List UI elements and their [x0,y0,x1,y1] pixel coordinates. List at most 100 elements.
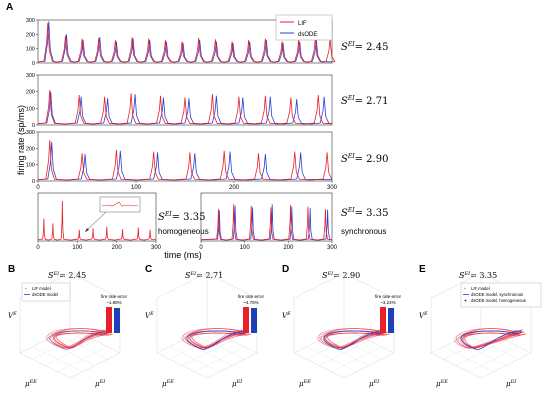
ytick-label: 100 [26,163,35,169]
dsode-trajectory [186,330,248,351]
panel-letter-a: A [6,2,13,13]
panel-letter: C [145,264,152,275]
xtick-label: 300 [151,245,162,251]
svg-text:*: * [464,287,466,292]
trace-row-3: 0 100 200 300 0 100 200 300 [26,130,338,191]
error-value: ~1.88% [106,300,121,305]
lif-trajectory [316,328,390,349]
zoom-inset [84,196,141,233]
legend-entry: LIF model [32,286,51,291]
phase-panel-d: D SEI= 2.90 μEE μEI VE fire rate error~3.24% [282,264,402,388]
xtick-label: 0 [36,245,40,251]
dsode-trajectory [49,330,111,350]
xtick-label: 100 [240,245,251,251]
panel-a-ylabel: firing rate (sp/ms) [16,105,26,175]
ytick-label: 0 [32,179,35,185]
error-value: ~4.75% [243,300,258,305]
xtick-label: 100 [72,245,83,251]
ytick-label: 0 [32,61,35,67]
series-line-lif [200,204,333,241]
legend-entry: dsODE model, synchronous [471,292,523,297]
bar-dsode [388,308,394,333]
s-label-homogeneous: SEI= 3.35 homogeneous [158,211,209,236]
svg-text:*: * [25,287,27,292]
panel-a-legend: LIF dsODE [275,14,333,41]
panel-letter: D [282,264,289,275]
grid-line [181,340,233,366]
axis-label-y: μEI [369,379,380,388]
axis-label-y: μEI [506,379,517,388]
panel-title: SEI= 2.45 [48,271,86,280]
series-line-lif [37,200,157,241]
panel-title: SEI= 2.71 [185,271,223,280]
xtick-label: 300 [327,185,338,191]
ytick-label: 100 [26,106,35,112]
axis-wall [156,272,208,299]
axis-label-y: μEI [232,379,243,388]
axis-label-x: μEE [162,379,174,388]
series-line-lif [37,140,333,181]
axis-label-z: VE [145,311,154,320]
grid-line [44,340,96,366]
bar-dsode [251,308,257,333]
error-title: fire rate error [375,294,402,299]
trace-row-homogeneous: 0 100 200 300 [36,192,162,251]
xtick-label: 300 [327,245,338,251]
error-bars: fire rate error~1.88% [101,294,128,333]
grid-line [194,346,245,372]
s-label-synchronous: SEI= 3.35 synchronous [341,207,388,236]
error-title: fire rate error [101,294,128,299]
axis-label-z: VE [8,311,17,320]
axis-label-z: VE [282,311,291,320]
axis-wall [293,272,345,299]
error-bars: fire rate error~4.75% [238,294,265,333]
series-line-lif [37,22,336,63]
trace-row-2: 0 100 200 300 [26,73,333,129]
panel-title: SEI= 2.90 [322,271,360,280]
dsode-trajectory [323,330,385,351]
grid-line [468,346,519,372]
xtick-label: 0 [36,185,40,191]
s-label-row-2: SEI= 2.71 [341,95,388,107]
svg-text:SEI= 3.35: SEI= 3.35 [341,207,388,219]
bar-dsode [114,308,120,333]
xtick-label: 200 [112,245,123,251]
axis-wall [430,272,482,299]
axis-label-y: μEI [95,379,106,388]
panel-title: SEI= 3.35 [459,271,497,280]
s-label-row-1: SEI= 2.45 [341,41,388,53]
trace-row-synchronous: 0 100 200 300 [199,192,338,251]
axis-label-x: μEE [299,379,311,388]
grid-line [194,334,245,360]
axis-label-z: VE [419,311,428,320]
xtick-label: 0 [199,245,203,251]
dsode-trajectory [460,330,522,351]
axis-label-x: μEE [25,379,37,388]
svg-text:SEI= 2.45: SEI= 2.45 [341,41,388,53]
bar-lif [106,307,112,333]
legend-entry: dsODE model [32,292,58,297]
series-line-lif [37,89,333,125]
xtick-label: 100 [131,185,142,191]
error-value: ~3.24% [380,300,395,305]
ytick-label: 100 [26,47,35,53]
ytick-label: 0 [32,123,35,129]
svg-text:SEI= 2.90: SEI= 2.90 [341,153,388,165]
legend-dsode: dsODE [298,32,317,38]
ytick-label: 300 [26,73,35,79]
grid-line [468,334,519,360]
axis-wall [69,272,121,299]
xtick-label: 200 [229,185,240,191]
legend-entry: dsODE model, homogeneous [471,298,526,303]
bar-lif [380,307,386,333]
grid-line [57,346,108,372]
grid-line [331,334,382,360]
grid-line [331,346,382,372]
s-label-row-3: SEI= 2.90 [341,153,388,165]
error-bars: fire rate error~3.24% [375,294,402,333]
caption-homogeneous: homogeneous [158,227,209,236]
